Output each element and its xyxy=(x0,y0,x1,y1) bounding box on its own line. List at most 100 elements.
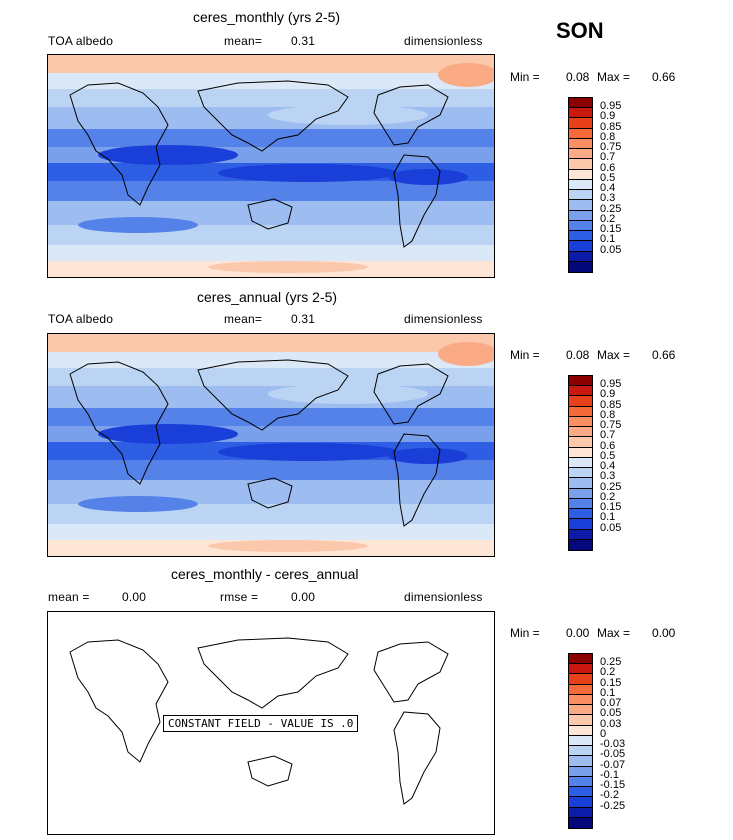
colorbar-swatch xyxy=(569,210,592,221)
colorbar-tick-label: 0.25 xyxy=(600,202,622,215)
albedo-blob xyxy=(208,540,368,552)
colorbar-tick-label: 0.1 xyxy=(600,686,616,699)
panel-2-units-label: dimensionless xyxy=(404,312,483,326)
colorbar-tick-label: 0.05 xyxy=(600,243,622,256)
panel-2-title: ceres_annual (yrs 2-5) xyxy=(197,289,338,305)
colorbar-swatch xyxy=(569,735,592,747)
albedo-blob xyxy=(98,145,238,165)
colorbar-swatch xyxy=(569,396,592,407)
colorbar-tick-label: 0.6 xyxy=(600,161,616,174)
colorbar-swatch xyxy=(569,376,592,387)
colorbar-tick-label: 0.4 xyxy=(600,182,616,195)
colorbar-tick-label: 0.3 xyxy=(600,192,616,205)
colorbar-swatch xyxy=(569,149,592,160)
panel-1-mean-value: 0.31 xyxy=(291,34,316,48)
albedo-blob xyxy=(438,342,494,366)
albedo-band xyxy=(48,352,494,368)
colorbar-swatch xyxy=(569,261,592,272)
colorbar-tick-label: -0.1 xyxy=(600,768,619,781)
colorbar-tick-label: -0.25 xyxy=(600,799,626,812)
colorbar-tick-label: 0.1 xyxy=(600,511,616,524)
colorbar-swatch xyxy=(569,468,592,479)
colorbar-tick-label: 0.3 xyxy=(600,470,616,483)
panel-1-variable-label: TOA albedo xyxy=(48,34,114,48)
panel-2-min-label: Min = xyxy=(510,348,540,362)
colorbar-tick-label: 0.2 xyxy=(600,666,616,679)
albedo-band xyxy=(48,386,494,408)
panel-3-rmse-label: rmse = xyxy=(220,590,259,604)
panel-1-mean-label: mean= xyxy=(224,34,263,48)
colorbar-swatch xyxy=(569,529,592,540)
albedo-blob xyxy=(78,496,198,512)
colorbar-swatch xyxy=(569,715,592,726)
colorbar-tick-label: -0.03 xyxy=(600,738,626,751)
colorbar-swatch xyxy=(569,694,592,706)
colorbar-swatch xyxy=(569,447,592,458)
colorbar-tick-label: 0.9 xyxy=(600,110,616,123)
panel-2-mean-value: 0.31 xyxy=(291,312,316,326)
colorbar-tick-label: 0.05 xyxy=(600,521,622,534)
panel-3-max-label: Max = xyxy=(597,626,631,640)
albedo-blob xyxy=(98,424,238,444)
colorbar-swatch xyxy=(569,231,592,242)
panel-1-map-field xyxy=(48,55,494,277)
panel-3-units-label: dimensionless xyxy=(404,590,483,604)
colorbar-tick-label: 0.2 xyxy=(600,490,616,503)
colorbar-swatch xyxy=(569,98,592,109)
panel-2-mean-label: mean= xyxy=(224,312,263,326)
albedo-band xyxy=(48,334,494,352)
albedo-band xyxy=(48,73,494,89)
panel-3-map-field xyxy=(69,637,449,805)
panel-2-map-field xyxy=(48,334,494,556)
colorbar-swatch xyxy=(569,807,592,818)
panel-2-max-value: 0.66 xyxy=(652,348,676,362)
colorbar-swatch xyxy=(569,539,592,550)
colorbar-tick-label: 0.95 xyxy=(600,100,622,113)
colorbar-tick-label: 0.85 xyxy=(600,398,622,411)
albedo-band xyxy=(48,245,494,261)
colorbar-tick-label: 0.85 xyxy=(600,120,622,133)
colorbar-tick-label: 0.2 xyxy=(600,212,616,225)
colorbar-swatch xyxy=(569,817,592,828)
colorbar-swatch xyxy=(569,241,592,252)
albedo-band xyxy=(48,524,494,540)
colorbar-tick-label: 0.7 xyxy=(600,429,616,442)
albedo-blob xyxy=(218,443,398,461)
colorbar-swatch xyxy=(569,756,592,767)
panel-1-units-label: dimensionless xyxy=(404,34,483,48)
colorbar-tick-label: 0.25 xyxy=(600,480,622,493)
colorbar-tick-label: 0.9 xyxy=(600,388,616,401)
colorbar-tick-label: -0.15 xyxy=(600,779,626,792)
colorbar-swatch xyxy=(569,138,592,150)
colorbar-swatch xyxy=(569,457,592,469)
colorbar-swatch xyxy=(569,746,592,757)
colorbar-tick-label: 0.8 xyxy=(600,408,616,421)
colorbar-tick-label: 0.75 xyxy=(600,141,622,154)
panel-3-max-value: 0.00 xyxy=(652,626,676,640)
albedo-blob xyxy=(78,217,198,233)
colorbar-swatch xyxy=(569,776,592,788)
panel-2-variable-label: TOA albedo xyxy=(48,312,114,326)
colorbar-swatch xyxy=(569,725,592,736)
colorbar-swatch xyxy=(569,159,592,170)
colorbar-tick-label: -0.07 xyxy=(600,758,626,771)
panel-2-map xyxy=(47,333,495,557)
colorbar-swatch xyxy=(569,416,592,428)
panel-3-mean-label: mean = xyxy=(48,590,90,604)
colorbar-tick-label: 0.6 xyxy=(600,439,616,452)
colorbar-swatch xyxy=(569,498,592,510)
colorbar-swatch xyxy=(569,478,592,489)
colorbar-swatch xyxy=(569,220,592,232)
albedo-band xyxy=(48,368,494,386)
albedo-band xyxy=(48,181,494,201)
albedo-blob xyxy=(218,164,398,182)
panel-2-max-label: Max = xyxy=(597,348,631,362)
albedo-band xyxy=(48,55,494,73)
colorbar-tick-label: 0.15 xyxy=(600,223,622,236)
colorbar-tick-label: 0.15 xyxy=(600,501,622,514)
colorbar-swatch xyxy=(569,509,592,520)
panel-1-title: ceres_monthly (yrs 2-5) xyxy=(193,9,341,25)
colorbar-tick-label: 0.5 xyxy=(600,449,616,462)
colorbar-swatch xyxy=(569,179,592,191)
albedo-blob xyxy=(438,63,494,87)
